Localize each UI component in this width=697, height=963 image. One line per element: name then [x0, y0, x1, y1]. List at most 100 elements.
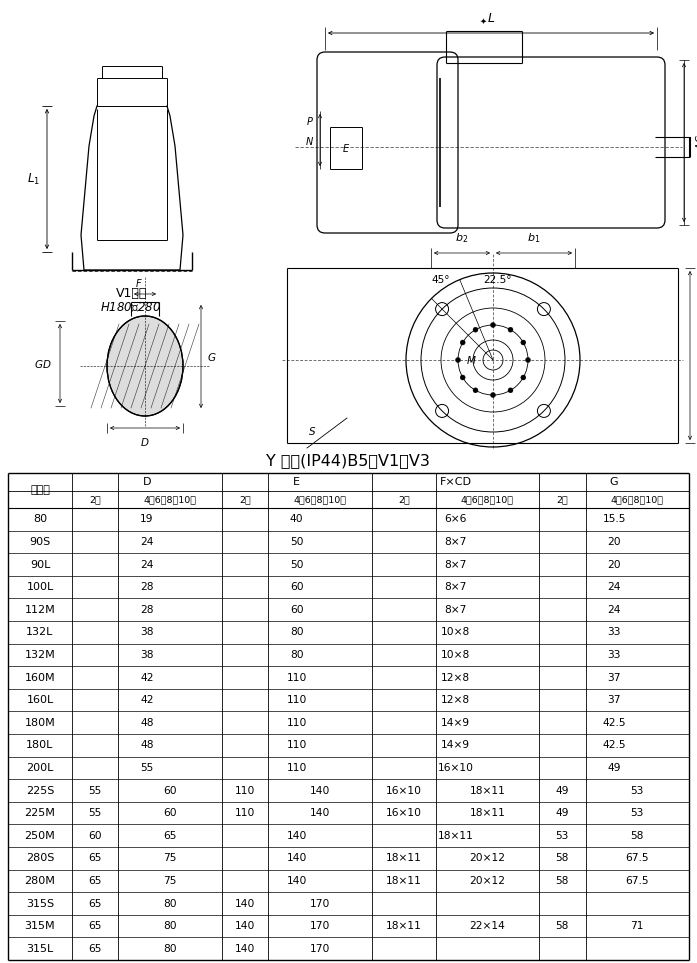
Text: 75: 75	[164, 853, 177, 863]
Text: $AC$: $AC$	[694, 135, 697, 150]
Text: 12×8: 12×8	[441, 695, 470, 705]
Text: 170: 170	[310, 898, 330, 908]
Text: 12×8: 12×8	[441, 672, 470, 683]
Text: 110: 110	[286, 695, 307, 705]
Text: 20: 20	[607, 537, 621, 547]
Text: 24: 24	[607, 582, 621, 592]
Circle shape	[491, 323, 496, 327]
Text: 55: 55	[140, 763, 153, 773]
Text: 2极: 2极	[556, 495, 568, 504]
Text: 315S: 315S	[26, 898, 54, 908]
Text: 140: 140	[286, 876, 307, 886]
Text: $b_2$: $b_2$	[455, 231, 468, 245]
Text: 60: 60	[163, 808, 177, 819]
Text: 200L: 200L	[26, 763, 54, 773]
Text: 100L: 100L	[26, 582, 54, 592]
Text: 80: 80	[290, 650, 304, 660]
Text: 42: 42	[140, 695, 153, 705]
Text: 90L: 90L	[30, 560, 50, 569]
Text: 160L: 160L	[26, 695, 54, 705]
Text: 18×11: 18×11	[385, 876, 422, 886]
Text: 18×11: 18×11	[470, 786, 505, 795]
Text: 60: 60	[290, 605, 304, 614]
Text: 250M: 250M	[24, 831, 55, 841]
Circle shape	[526, 357, 530, 362]
Text: 180M: 180M	[24, 717, 55, 728]
Text: 140: 140	[235, 944, 255, 953]
Text: 20: 20	[607, 560, 621, 569]
Text: 80: 80	[163, 898, 177, 908]
Text: 15.5: 15.5	[602, 514, 626, 524]
Text: 58: 58	[631, 831, 644, 841]
Text: 16×10: 16×10	[385, 808, 422, 819]
Text: 42: 42	[140, 672, 153, 683]
Text: 110: 110	[235, 808, 255, 819]
Text: 16×10: 16×10	[438, 763, 473, 773]
Text: 65: 65	[89, 921, 102, 931]
Text: $L$: $L$	[487, 12, 495, 25]
Text: 160M: 160M	[24, 672, 55, 683]
Text: 65: 65	[89, 898, 102, 908]
Text: 280M: 280M	[24, 876, 56, 886]
Text: $E$: $E$	[342, 142, 350, 154]
Text: 40: 40	[290, 514, 304, 524]
Text: 132L: 132L	[26, 627, 54, 638]
Text: 28: 28	[140, 605, 153, 614]
Text: F×CD: F×CD	[439, 477, 471, 487]
Text: 58: 58	[556, 876, 569, 886]
Text: $F$: $F$	[135, 277, 143, 289]
Ellipse shape	[107, 316, 183, 416]
Text: 18×11: 18×11	[470, 808, 505, 819]
Text: 55: 55	[89, 808, 102, 819]
Text: 37: 37	[607, 672, 621, 683]
Text: 中心高: 中心高	[30, 485, 50, 496]
Text: 140: 140	[286, 831, 307, 841]
Text: 22.5°: 22.5°	[484, 275, 512, 285]
Text: 2极: 2极	[89, 495, 101, 504]
Text: 24: 24	[140, 560, 153, 569]
Text: 33: 33	[607, 650, 621, 660]
Text: 65: 65	[89, 944, 102, 953]
Text: 80: 80	[163, 944, 177, 953]
Circle shape	[508, 327, 513, 332]
Circle shape	[473, 327, 478, 332]
Circle shape	[491, 393, 496, 398]
Text: 38: 38	[140, 627, 153, 638]
Text: D: D	[143, 477, 151, 487]
Text: 10×8: 10×8	[441, 650, 470, 660]
Text: 58: 58	[556, 853, 569, 863]
Text: 170: 170	[310, 944, 330, 953]
Text: 67.5: 67.5	[625, 876, 649, 886]
Text: 4、6、8、10极: 4、6、8、10极	[611, 495, 664, 504]
Text: 55: 55	[89, 786, 102, 795]
Text: 58: 58	[556, 921, 569, 931]
Text: 60: 60	[290, 582, 304, 592]
Circle shape	[456, 357, 461, 362]
Text: 140: 140	[235, 898, 255, 908]
Text: 90S: 90S	[29, 537, 51, 547]
Text: 8×7: 8×7	[444, 560, 466, 569]
Text: 24: 24	[140, 537, 153, 547]
Text: 71: 71	[631, 921, 644, 931]
Text: 112M: 112M	[24, 605, 55, 614]
Text: 8×7: 8×7	[444, 537, 466, 547]
Text: 19: 19	[140, 514, 153, 524]
Text: 2极: 2极	[239, 495, 251, 504]
Text: 67.5: 67.5	[625, 853, 649, 863]
Circle shape	[521, 375, 526, 380]
Text: E: E	[293, 477, 300, 487]
Text: 8×7: 8×7	[444, 605, 466, 614]
Text: 38: 38	[140, 650, 153, 660]
Text: 170: 170	[310, 921, 330, 931]
Text: 110: 110	[286, 763, 307, 773]
Text: $L_1$: $L_1$	[27, 171, 40, 187]
Text: 8×7: 8×7	[444, 582, 466, 592]
Text: 65: 65	[89, 853, 102, 863]
Text: 80: 80	[33, 514, 47, 524]
Text: 18×11: 18×11	[385, 853, 422, 863]
Text: Y 系列(IP44)B5、V1、V3: Y 系列(IP44)B5、V1、V3	[266, 454, 430, 469]
Circle shape	[460, 340, 465, 345]
Text: 4、6、8、10极: 4、6、8、10极	[293, 495, 346, 504]
Text: $M$: $M$	[466, 354, 476, 366]
Text: 6×6: 6×6	[444, 514, 466, 524]
